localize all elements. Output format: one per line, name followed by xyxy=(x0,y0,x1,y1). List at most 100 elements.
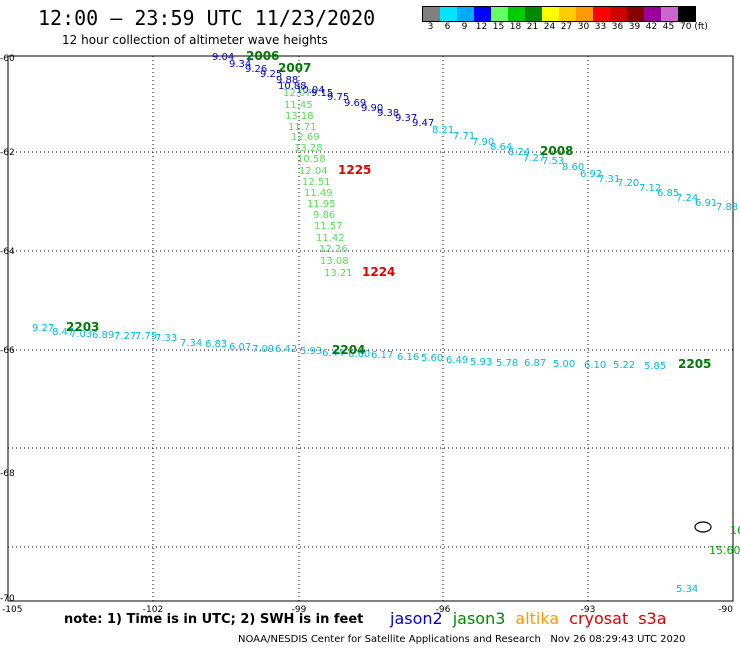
pass-time-label: 2007 xyxy=(278,61,311,75)
swh-value: 7.12 xyxy=(639,183,661,194)
latitude-label: -70 xyxy=(0,594,15,604)
swh-value: 11.71 xyxy=(288,122,317,133)
satellite-legend-item: jason2 xyxy=(390,609,443,628)
color-scale-label: 9 xyxy=(461,22,468,32)
swh-value: 7.71 xyxy=(453,131,475,142)
swh-value: 5.85 xyxy=(644,361,666,372)
swh-value: 9.26 xyxy=(245,64,267,75)
footer-credit: NOAA/NESDIS Center for Satellite Applica… xyxy=(238,634,686,645)
swh-value: 6.10 xyxy=(584,360,606,371)
color-scale-label: 39 xyxy=(628,22,641,32)
swh-value: 6.89 xyxy=(92,330,114,341)
color-scale-label: 3 xyxy=(427,22,434,32)
swh-value: 6.83 xyxy=(205,339,227,350)
swh-value: 7.27 xyxy=(114,331,136,342)
swh-value: 9.69 xyxy=(344,98,366,109)
swh-value: 6.87 xyxy=(524,358,546,369)
color-scale-cell xyxy=(474,7,491,21)
color-scale-cell xyxy=(423,7,440,21)
swh-value: 7.83 xyxy=(716,202,738,213)
color-scale-label: 36 xyxy=(611,22,624,32)
pass-time-label: 1224 xyxy=(362,265,395,279)
swh-value: 7.27 xyxy=(523,153,545,164)
pass-time-label: 2008 xyxy=(540,144,573,158)
map-frame xyxy=(7,55,734,602)
swh-value: 9.47 xyxy=(412,118,434,129)
legend-note: note: 1) Time is in UTC; 2) SWH is in fe… xyxy=(64,612,364,627)
swh-value: 8.64 xyxy=(490,142,512,153)
swh-value: 5.78 xyxy=(496,358,518,369)
swh-value: 11.45 xyxy=(284,100,313,111)
latitude-label: -64 xyxy=(0,247,15,257)
swh-value: 6.17 xyxy=(371,350,393,361)
satellite-legend-item: s3a xyxy=(638,609,667,628)
satellite-legend-item: altika xyxy=(515,609,560,628)
pass-time-label: 1225 xyxy=(338,163,371,177)
swh-value: 9.15 xyxy=(311,88,333,99)
swh-value: 9.25 xyxy=(260,69,282,80)
swh-value: 13.18 xyxy=(285,111,314,122)
longitude-label: -102 xyxy=(143,605,163,615)
color-scale-cell xyxy=(559,7,576,21)
color-scale-label: 33 xyxy=(594,22,607,32)
color-scale-label: 18 xyxy=(509,22,522,32)
swh-value: 15.60 xyxy=(709,544,740,557)
color-scale-cell xyxy=(542,7,559,21)
color-scale-label: 27 xyxy=(560,22,573,32)
pass-time-label: 2006 xyxy=(246,49,279,63)
swh-value: 6.16 xyxy=(397,352,419,363)
swh-value: 9.75 xyxy=(327,92,349,103)
swh-value: 7.90 xyxy=(472,137,494,148)
latitude-label: -68 xyxy=(0,469,15,479)
longitude-label: -105 xyxy=(2,605,22,615)
swh-value: 6.91 xyxy=(695,198,717,209)
swh-value: 9.88 xyxy=(276,75,298,86)
color-scale-cell xyxy=(644,7,661,21)
swh-value: 7.53 xyxy=(542,156,564,167)
swh-value: 7.03 xyxy=(70,329,92,340)
longitude-label: -96 xyxy=(436,605,451,615)
satellite-legend-item: jason3 xyxy=(452,609,506,628)
coastline-contour xyxy=(694,521,712,533)
swh-value: 7.09 xyxy=(252,344,274,355)
swh-value: 9.27 xyxy=(32,323,54,334)
swh-value: 5.93 xyxy=(470,357,492,368)
swh-value: 10.88 xyxy=(278,81,307,92)
satellite-legend: jason2 jason3 altika cryosat s3a xyxy=(390,609,677,628)
swh-value: 10.58 xyxy=(297,154,326,165)
swh-value: 6.49 xyxy=(446,355,468,366)
swh-value: 7.34 xyxy=(180,338,202,349)
swh-value: 5.34 xyxy=(676,584,698,595)
swh-value: 9.38 xyxy=(377,108,399,119)
latitude-label: -62 xyxy=(0,148,15,158)
swh-value: 6.60 xyxy=(348,349,370,360)
swh-value: 10.04 xyxy=(296,85,325,96)
color-scale-cell xyxy=(678,7,695,21)
color-scale-label: 70 (ft) xyxy=(680,22,708,32)
swh-value: 7.24 xyxy=(676,193,698,204)
longitude-label: -99 xyxy=(292,605,307,615)
latitude-label: -60 xyxy=(0,54,15,64)
color-scale-cell xyxy=(491,7,508,21)
color-scale-cell xyxy=(661,7,678,21)
swh-value: 8.21 xyxy=(432,125,454,136)
swh-value: 9.37 xyxy=(395,113,417,124)
swh-value: 6.92 xyxy=(580,169,602,180)
swh-value: 6.44 xyxy=(322,348,344,359)
color-scale-label: 21 xyxy=(526,22,539,32)
swh-value: 7.75 xyxy=(135,331,157,342)
color-scale-cell xyxy=(627,7,644,21)
color-scale-label: 45 xyxy=(662,22,675,32)
color-scale-label: 6 xyxy=(444,22,451,32)
pass-time-label: 2203 xyxy=(66,320,99,334)
color-scale-cell xyxy=(440,7,457,21)
swh-value: 9.90 xyxy=(361,103,383,114)
swh-value: 6.07 xyxy=(229,342,251,353)
color-scale-label: 24 xyxy=(543,22,556,32)
swh-value: 7.31 xyxy=(598,174,620,185)
color-scale-cell xyxy=(593,7,610,21)
color-scale-bar xyxy=(422,6,696,22)
swh-value: 9.04 xyxy=(212,52,234,63)
page-subtitle: 12 hour collection of altimeter wave hei… xyxy=(62,33,328,47)
